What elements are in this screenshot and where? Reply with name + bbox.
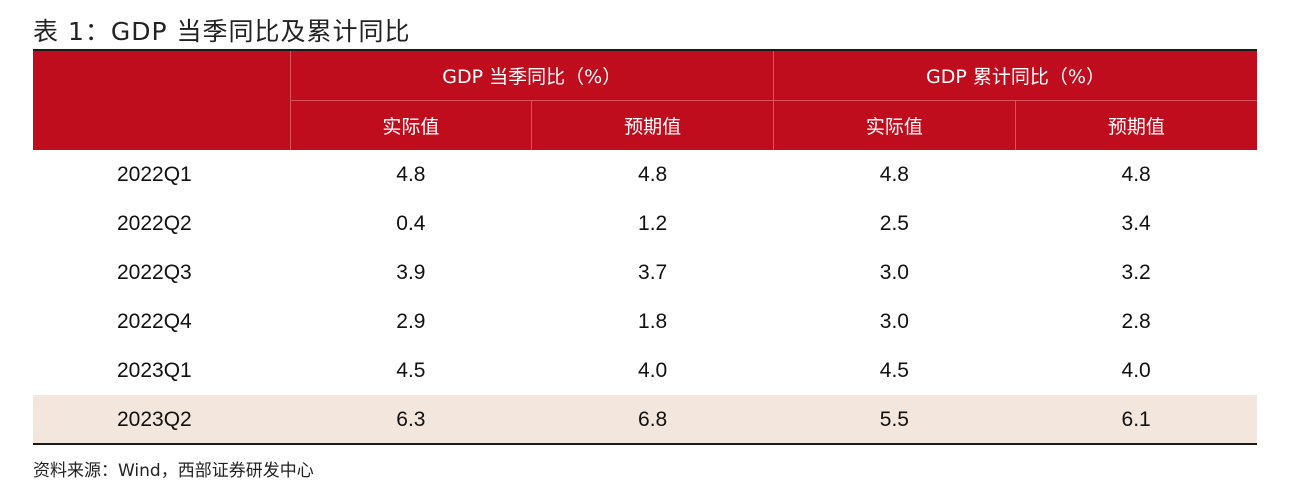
header-quarterly-expected: 预期值 (531, 100, 774, 150)
cell-value: 6.1 (1015, 395, 1257, 444)
header-cumulative-expected: 预期值 (1015, 100, 1257, 150)
cell-value: 4.0 (638, 358, 668, 382)
cell-value: 2.8 (1121, 309, 1151, 333)
table-row-highlighted: 2023Q2 6.3 6.8 5.5 6.1 (33, 395, 1257, 444)
cell-value: 2.9 (396, 309, 426, 333)
cell-value: 0.4 (396, 211, 426, 235)
cell-value: 3.2 (1121, 260, 1151, 284)
cell-value: 4.8 (879, 162, 909, 186)
row-label: 2022Q1 (117, 162, 192, 186)
cell-value: 1.8 (638, 309, 668, 333)
cell-value: 4.8 (396, 162, 426, 186)
table-row: 2022Q1 4.8 4.8 4.8 4.8 (33, 150, 1257, 199)
row-label: 2023Q2 (33, 395, 290, 444)
top-rule (33, 49, 1257, 51)
header-group-quarterly: GDP 当季同比（%） (290, 51, 774, 101)
header-group-cumulative: GDP 累计同比（%） (773, 51, 1257, 101)
cell-value: 4.5 (396, 358, 426, 382)
header-cumulative-actual: 实际值 (773, 100, 1016, 150)
table-row: 2022Q4 2.9 1.8 3.0 2.8 (33, 297, 1257, 346)
cell-value: 4.8 (638, 162, 668, 186)
cell-value: 3.9 (396, 260, 426, 284)
table-row: 2022Q3 3.9 3.7 3.0 3.2 (33, 248, 1257, 297)
cell-value: 1.2 (638, 211, 668, 235)
cell-value: 3.7 (638, 260, 668, 284)
table-title: 表 1：GDP 当季同比及累计同比 (33, 17, 411, 46)
row-label: 2022Q4 (117, 309, 192, 333)
gdp-table: GDP 当季同比（%） GDP 累计同比（%） 实际值 预期值 实际值 预期值 … (33, 51, 1257, 444)
cell-value: 6.8 (531, 395, 774, 444)
cell-value: 3.4 (1121, 211, 1151, 235)
cell-value: 5.5 (773, 395, 1016, 444)
cell-value: 6.3 (290, 395, 532, 444)
bottom-rule (33, 443, 1257, 445)
cell-value: 4.0 (1121, 358, 1151, 382)
row-label: 2022Q3 (117, 260, 192, 284)
header-corner (33, 51, 291, 150)
cell-value: 3.0 (879, 260, 909, 284)
row-label: 2023Q1 (117, 358, 192, 382)
cell-value: 3.0 (879, 309, 909, 333)
source-note: 资料来源：Wind，西部证券研发中心 (33, 461, 314, 481)
row-label: 2022Q2 (117, 211, 192, 235)
table-row: 2022Q2 0.4 1.2 2.5 3.4 (33, 199, 1257, 248)
cell-value: 2.5 (879, 211, 909, 235)
header-quarterly-actual: 实际值 (290, 100, 533, 150)
cell-value: 4.8 (1121, 162, 1151, 186)
cell-value: 4.5 (879, 358, 909, 382)
table-row: 2023Q1 4.5 4.0 4.5 4.0 (33, 346, 1257, 395)
